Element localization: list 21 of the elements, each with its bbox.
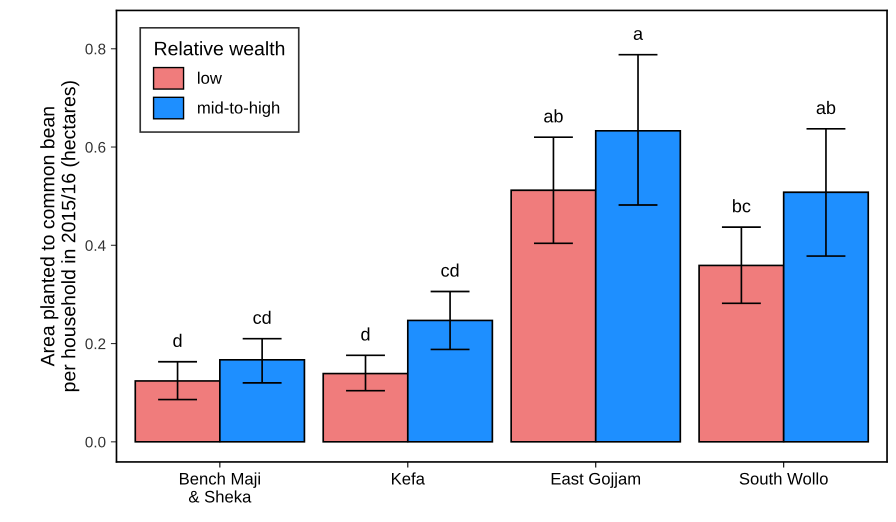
annotation: bc — [733, 199, 750, 212]
y-tick-label: 0.0 — [85, 436, 106, 448]
annotation: d — [173, 334, 182, 348]
x-tick-label: East Gojjam — [552, 472, 640, 488]
annotation: cd — [441, 264, 458, 277]
legend-title: Relative wealth — [155, 41, 284, 56]
annotation: ab — [816, 100, 836, 114]
x-tick-label: Kefa — [392, 472, 425, 485]
x-tick-label: South Wollo — [740, 472, 828, 485]
annotation: d — [361, 327, 370, 341]
y-axis-title: Area planted to common bean per household in 2015/16 (hectares) — [40, 81, 80, 392]
annotation: ab — [544, 109, 563, 123]
y-tick-label: 0.4 — [85, 240, 106, 251]
x-tick-label: Bench Maji & Sheka — [180, 472, 260, 503]
annotation: cd — [253, 310, 271, 324]
y-tick-label: 0.8 — [85, 44, 106, 54]
legend-label: mid-to-high — [198, 101, 280, 117]
y-tick-label: 0.2 — [85, 338, 106, 350]
annotation: a — [634, 30, 644, 40]
y-tick-label: 0.6 — [85, 142, 106, 153]
legend-label: low — [198, 72, 222, 84]
